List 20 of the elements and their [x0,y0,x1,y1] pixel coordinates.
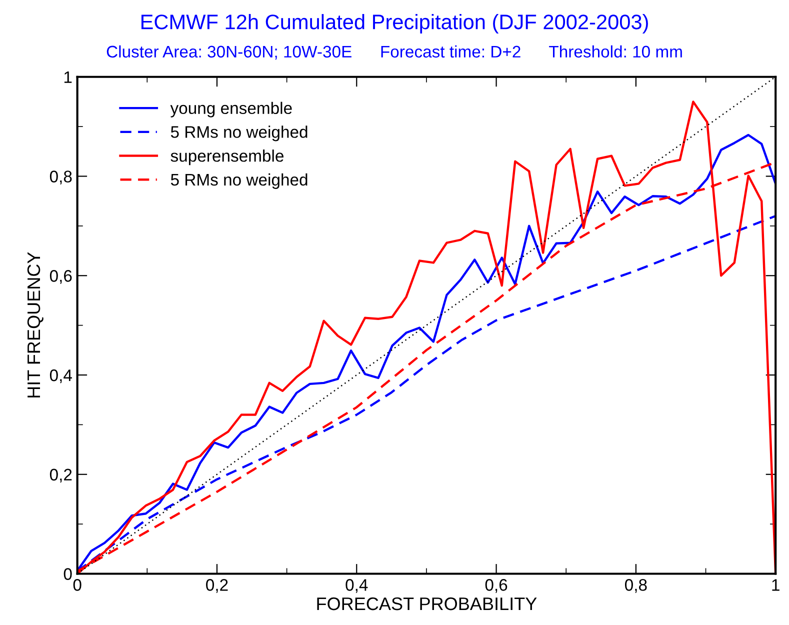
y-tick-label: 1 [64,71,72,83]
y-axis-title: HIT FREQUENCY [27,252,44,398]
x-tick-label: 0,8 [625,579,647,593]
chart-title: ECMWF 12h Cumulated Precipitation (DJF 2002-2003) [141,14,648,34]
legend-label: 5 RMs no weighed [170,173,308,189]
legend-label: superensemble [170,150,284,166]
legend-label: young ensemble [170,102,292,118]
y-tick-label: 0 [64,568,72,580]
legend-label: 5 RMs no weighed [170,126,308,142]
x-axis-title: FORECAST PROBABILITY [317,597,537,610]
x-tick-label: 0,6 [485,579,508,593]
y-tick-label: 0,2 [50,468,72,483]
x-tick-label: 0,2 [206,579,228,593]
y-tick-label: 0,4 [50,369,72,384]
y-tick-label: 0,6 [50,270,72,284]
y-tick-label: 0,8 [50,170,72,184]
x-tick-label: 0 [73,579,82,591]
x-tick-label: 1 [772,579,780,591]
x-tick-label: 0,4 [346,579,368,593]
chart-subtitle: Cluster Area: 30N-60N; 10W-30E Forecast time: D+2 Threshold: 10 mm [106,45,682,60]
